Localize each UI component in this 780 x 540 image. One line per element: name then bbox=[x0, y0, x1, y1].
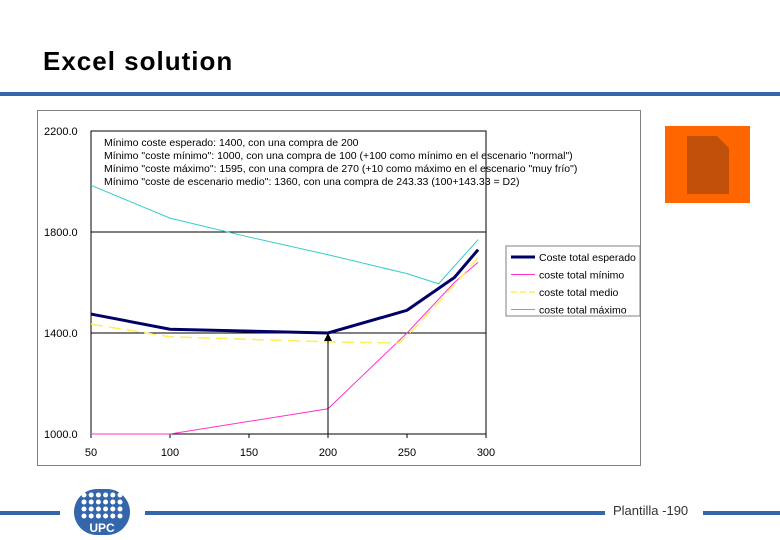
chart-annotation: Mínimo "coste de escenario medio": 1360,… bbox=[104, 176, 519, 188]
upc-logo-dot bbox=[117, 492, 123, 498]
upc-logo-dot bbox=[88, 513, 94, 519]
legend-label: coste total medio bbox=[539, 287, 619, 299]
upc-logo-dot bbox=[117, 506, 123, 512]
upc-logo-dot bbox=[95, 513, 101, 519]
upc-logo-dot bbox=[110, 506, 116, 512]
legend-label: coste total máximo bbox=[539, 305, 627, 317]
upc-logo-dot bbox=[103, 506, 109, 512]
chart-annotation: Mínimo "coste mínimo": 1000, con una com… bbox=[104, 150, 573, 162]
upc-logo-dot bbox=[88, 499, 94, 505]
upc-logo: UPC bbox=[74, 489, 130, 535]
upc-logo-dot bbox=[81, 492, 87, 498]
x-tick-label: 250 bbox=[398, 447, 416, 459]
chart-annotation: Mínimo "coste máximo": 1595, con una com… bbox=[104, 163, 577, 175]
upc-logo-dot bbox=[117, 499, 123, 505]
x-tick-label: 300 bbox=[477, 447, 495, 459]
x-tick-label: 50 bbox=[85, 447, 97, 459]
upc-logo-dot bbox=[88, 492, 94, 498]
x-tick-label: 150 bbox=[240, 447, 258, 459]
chart-frame: 1000.0 1400.0 1800.0 2200.0 50 100 150 200 250 30… bbox=[37, 110, 641, 466]
upc-logo-dot bbox=[95, 506, 101, 512]
footer-rule-right bbox=[703, 511, 780, 515]
y-tick-label: 1800.0 bbox=[44, 227, 78, 239]
cost-chart: 1000.0 1400.0 1800.0 2200.0 50 100 150 200 250 30… bbox=[44, 126, 641, 459]
upc-logo-dot bbox=[103, 513, 109, 519]
upc-logo-dot bbox=[103, 499, 109, 505]
series-line-2 bbox=[91, 261, 479, 435]
footer-rule-left bbox=[0, 511, 60, 515]
upc-logo-text: UPC bbox=[89, 521, 115, 535]
chart-annotation: Mínimo coste esperado: 1400, con una com… bbox=[104, 137, 359, 149]
series-line-1 bbox=[90, 248, 480, 335]
y-tick-label: 1400.0 bbox=[44, 328, 78, 340]
x-tick-label: 200 bbox=[319, 447, 337, 459]
series-line-4 bbox=[90, 184, 479, 285]
legend-label: Coste total esperado bbox=[539, 252, 636, 264]
upc-logo-dot bbox=[110, 499, 116, 505]
y-tick-label: 1000.0 bbox=[44, 429, 78, 441]
slide-title: Excel solution bbox=[43, 46, 234, 76]
upc-logo-dot bbox=[95, 492, 101, 498]
upc-logo-dot bbox=[95, 499, 101, 505]
upc-logo-dot bbox=[117, 513, 123, 519]
series-line-3 bbox=[90, 256, 479, 344]
footer-rule-middle bbox=[145, 511, 605, 515]
upc-logo-dot bbox=[103, 492, 109, 498]
upc-logo-dot bbox=[110, 492, 116, 498]
upc-logo-dot bbox=[81, 506, 87, 512]
page-number: Plantilla -190 bbox=[613, 503, 689, 518]
upc-logo-dot bbox=[81, 499, 87, 505]
x-tick-label: 100 bbox=[161, 447, 179, 459]
marker-arrowhead bbox=[324, 333, 332, 341]
legend-label: coste total mínimo bbox=[539, 270, 624, 282]
upc-logo-dot bbox=[110, 513, 116, 519]
document-icon bbox=[665, 126, 750, 203]
upc-logo-dot bbox=[81, 513, 87, 519]
y-tick-label: 2200.0 bbox=[44, 126, 78, 138]
upc-logo-dot bbox=[88, 506, 94, 512]
title-divider bbox=[0, 92, 780, 96]
